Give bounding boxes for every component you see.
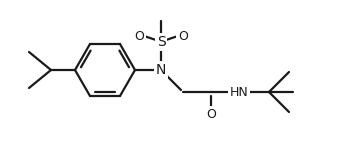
Text: O: O [178, 30, 188, 42]
Text: N: N [156, 63, 166, 77]
Text: O: O [134, 30, 144, 42]
Text: O: O [206, 108, 216, 120]
Text: HN: HN [230, 85, 248, 99]
Text: S: S [157, 35, 165, 49]
